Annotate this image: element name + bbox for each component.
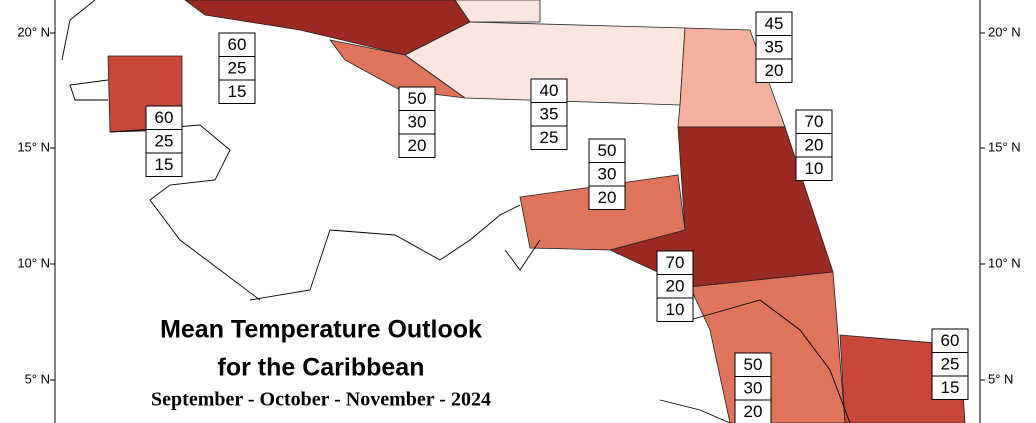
probability-box: [530, 125, 568, 150]
region-guyana: [689, 271, 846, 423]
probability-box: [755, 58, 793, 83]
probability-value: 25: [941, 355, 960, 374]
lat-label: 20° N: [988, 24, 1021, 39]
probability-value: 10: [666, 300, 685, 319]
probability-value: 20: [598, 188, 617, 207]
probability-value: 35: [765, 38, 784, 57]
lat-label: 5° N: [25, 371, 50, 386]
probability-value: 30: [598, 165, 617, 184]
probability-value: 15: [155, 155, 174, 174]
probability-value: 60: [155, 108, 174, 127]
probability-box: [931, 375, 969, 400]
probability-value: 20: [666, 277, 685, 296]
probability-box: [656, 297, 694, 322]
region-bahamas: [454, 0, 541, 23]
probability-value: 70: [666, 253, 685, 272]
probability-value: 45: [765, 14, 784, 33]
probability-value: 25: [540, 128, 559, 147]
coastline: [659, 299, 851, 423]
probability-value: 30: [744, 379, 763, 398]
lat-label: 20° N: [17, 24, 50, 39]
probability-value: 50: [598, 141, 617, 160]
probability-value: 40: [540, 81, 559, 100]
probability-value: 15: [228, 82, 247, 101]
probability-value: 10: [805, 159, 824, 178]
lat-label: 15° N: [17, 139, 50, 154]
lat-label: 15° N: [988, 139, 1021, 154]
region-abc-islands: [519, 174, 686, 251]
probability-box: [588, 185, 626, 210]
probability-value: 35: [540, 105, 559, 124]
probability-value: 50: [744, 355, 763, 374]
probability-box: [795, 156, 833, 181]
probability-value: 30: [408, 113, 427, 132]
probability-value: 50: [408, 89, 427, 108]
lat-label: 10° N: [17, 255, 50, 270]
coastline: [61, 0, 541, 301]
probability-box: [218, 79, 256, 104]
probability-value: 20: [765, 61, 784, 80]
probability-value: 20: [744, 402, 763, 421]
probability-box: [145, 152, 183, 177]
probability-value: 70: [805, 112, 824, 131]
title-line: Mean Temperature Outlook: [160, 316, 482, 344]
probability-box: [398, 133, 436, 158]
probability-value: 15: [941, 378, 960, 397]
probability-value: 60: [228, 35, 247, 54]
lat-label: 5° N: [988, 371, 1013, 386]
probability-value: 60: [941, 331, 960, 350]
title-line: for the Caribbean: [218, 354, 425, 382]
probability-value: 20: [805, 136, 824, 155]
lat-label: 10° N: [988, 255, 1021, 270]
probability-value: 20: [408, 136, 427, 155]
subtitle: September - October - November - 2024: [151, 389, 491, 411]
probability-value: 25: [228, 59, 247, 78]
probability-value: 25: [155, 132, 174, 151]
probability-box: [734, 399, 772, 423]
